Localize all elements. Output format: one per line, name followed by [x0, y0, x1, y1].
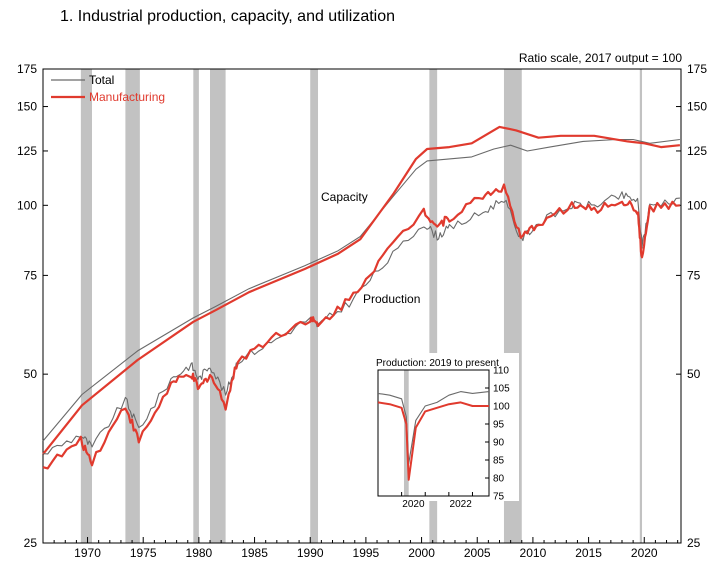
y-tick-label-left-75: 75: [24, 268, 38, 282]
inset-y-tick-label-85: 85: [493, 456, 505, 467]
chart-lines: [42, 125, 681, 470]
y-tick-label-right-50: 50: [687, 367, 701, 381]
y-tick-label-right-100: 100: [687, 198, 707, 212]
inset-x-tick-label-2020: 2020: [402, 499, 425, 510]
x-tick-label-1980: 1980: [186, 546, 213, 560]
x-tick-label-1970: 1970: [74, 546, 101, 560]
y-tick-label-left-100: 100: [17, 198, 37, 212]
x-tick-label-1985: 1985: [241, 546, 268, 560]
inset-x-tick-label-2022: 2022: [450, 499, 473, 510]
recession-bar-4: [310, 69, 319, 543]
series-line-production-manufacturing: [42, 183, 681, 470]
y-tick-label-right-75: 75: [687, 268, 701, 282]
inset-y-tick-label-95: 95: [493, 420, 505, 431]
x-axis-ticks: 1970 1975 1980 1985 1990 1995 2000 2005 2010 2015…: [53, 537, 679, 560]
x-tick-label-2020: 2020: [631, 546, 658, 560]
inset-series-line-total: [377, 391, 490, 465]
figure-title: 1. Industrial production, capacity, and …: [60, 8, 396, 25]
recession-bar-7: [639, 69, 643, 543]
legend: Total Manufacturing: [51, 73, 165, 104]
y-tick-label-left-150: 150: [17, 100, 37, 114]
y-tick-label-left-175: 175: [17, 62, 37, 76]
series-line-capacity-manufacturing: [42, 125, 681, 455]
x-tick-label-2005: 2005: [464, 546, 491, 560]
x-tick-label-2015: 2015: [575, 546, 602, 560]
x-tick-label-1995: 1995: [353, 546, 380, 560]
inset-y-tick-label-100: 100: [493, 402, 510, 413]
inset-y-tick-label-80: 80: [493, 474, 505, 485]
x-tick-label-2000: 2000: [408, 546, 435, 560]
scale-note: Ratio scale, 2017 output = 100: [518, 51, 682, 65]
inset-lines: [377, 391, 490, 481]
annotation-production: Production: [363, 292, 420, 306]
plot-frame: [42, 68, 682, 544]
y-tick-label-left-50: 50: [24, 367, 38, 381]
inset-title: Production: 2019 to present: [376, 358, 499, 369]
series-line-production-total: [42, 191, 680, 455]
y-axis-ticks: 25 25 50 50 75 75 100 100 125 125 150 150 175 175: [17, 62, 707, 550]
y-tick-label-right-25: 25: [687, 536, 701, 550]
y-tick-label-left-125: 125: [17, 144, 37, 158]
recession-bar-3: [210, 69, 226, 543]
inset-y-tick-label-75: 75: [493, 492, 505, 503]
x-tick-label-2010: 2010: [520, 546, 547, 560]
inset-series-line-manufacturing: [377, 401, 489, 481]
recession-bars: [80, 69, 643, 543]
x-tick-label-1990: 1990: [297, 546, 324, 560]
legend-label-total: Total: [89, 73, 114, 87]
series-line-capacity-total: [42, 138, 680, 442]
inset-y-tick-label-105: 105: [493, 384, 510, 395]
inset-chart: Production: 2019 to present 75 80 85 90 95 10…: [373, 353, 519, 510]
legend-label-manufacturing: Manufacturing: [89, 90, 165, 104]
y-tick-label-right-150: 150: [687, 100, 707, 114]
recession-bar-2: [193, 69, 199, 543]
inset-x-ticks: 2020 2022: [401, 492, 473, 510]
y-tick-label-right-175: 175: [687, 62, 707, 76]
recession-bar-1: [125, 69, 140, 543]
inset-frame: [377, 369, 490, 497]
annotation-capacity: Capacity: [321, 190, 368, 204]
x-tick-label-1975: 1975: [130, 546, 157, 560]
y-tick-label-left-25: 25: [24, 536, 38, 550]
inset-y-tick-label-90: 90: [493, 438, 505, 449]
inset-y-ticks: 75 80 85 90 95 100 105 110: [485, 366, 510, 503]
y-tick-label-right-125: 125: [687, 144, 707, 158]
recession-bar-0: [80, 69, 92, 543]
inset-y-tick-label-110: 110: [493, 366, 509, 377]
recession-bar-5: [429, 69, 438, 543]
